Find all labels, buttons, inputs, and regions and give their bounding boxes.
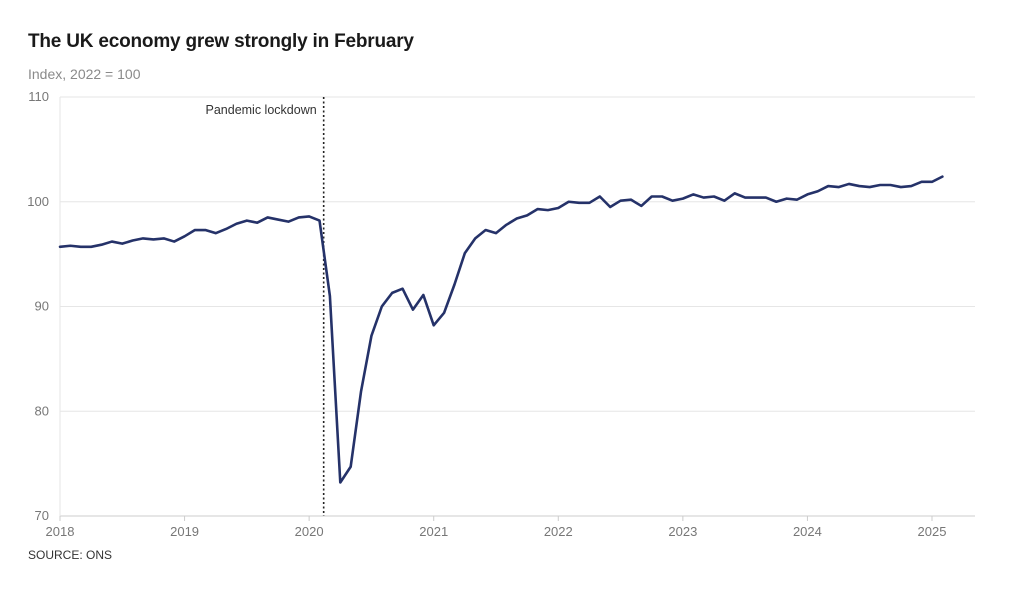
- chart-subtitle: Index, 2022 = 100: [28, 66, 141, 82]
- annotation-label: Pandemic lockdown: [206, 103, 317, 117]
- x-tick-label: 2019: [170, 524, 199, 539]
- y-axis-ticks: 70 80 90 100 110: [27, 89, 49, 523]
- y-tick-label: 90: [35, 299, 49, 314]
- series-line-1: [58, 175, 944, 484]
- x-tick-label: 2021: [419, 524, 448, 539]
- y-tick-label: 80: [35, 403, 49, 418]
- x-tick-label: 2025: [918, 524, 947, 539]
- y-tick-label: 70: [35, 508, 49, 523]
- x-tick-label: 2018: [46, 524, 75, 539]
- annotation-layer: Pandemic lockdown: [206, 97, 325, 516]
- grid-lines: [59, 96, 975, 521]
- x-tick-label: 2020: [295, 524, 324, 539]
- x-tick-label: 2023: [668, 524, 697, 539]
- source-note: SOURCE: ONS: [28, 548, 113, 562]
- x-tick-label: 2024: [793, 524, 822, 539]
- x-tick-label: 2022: [544, 524, 573, 539]
- x-axis-ticks: 2018 2019 2020 2021 2022 2023 2024 2025: [46, 524, 947, 539]
- series-layer: [58, 175, 944, 484]
- chart-title: The UK economy grew strongly in February: [28, 31, 414, 52]
- y-tick-label: 110: [28, 89, 49, 104]
- y-tick-label: 100: [27, 194, 49, 209]
